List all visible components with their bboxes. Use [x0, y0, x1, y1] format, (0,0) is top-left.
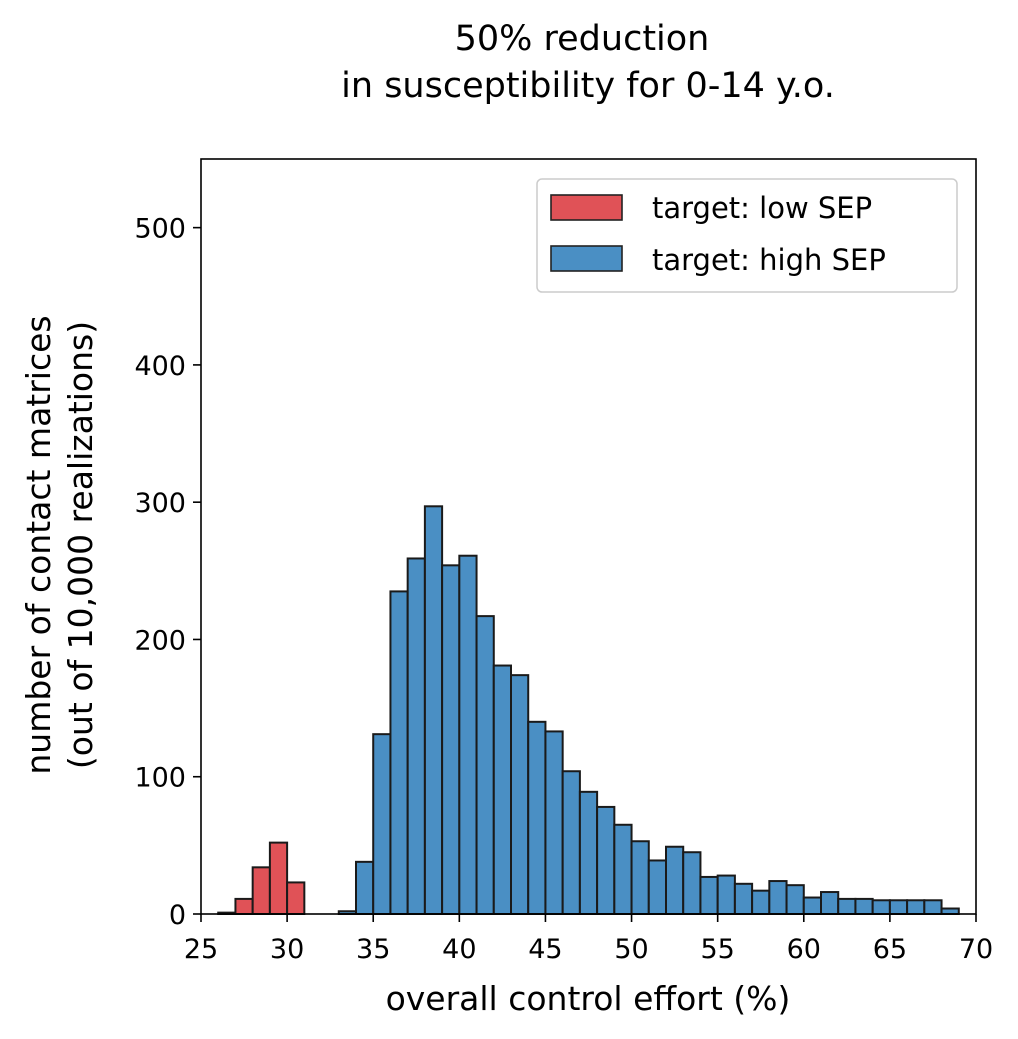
bar-target-high-sep-55.5	[716, 874, 736, 916]
legend-label-low-sep: target: low SEP	[652, 191, 872, 225]
x-tick-label-55: 55	[700, 934, 734, 965]
y-tick-label-300: 300	[134, 488, 186, 519]
x-tick-label-65: 65	[873, 934, 907, 965]
bar-target-high-sep-60.5	[802, 896, 822, 916]
bar-target-high-sep-64.5	[871, 899, 891, 915]
bar-target-high-sep-65.5	[888, 899, 909, 915]
bar-target-high-sep-61.5	[820, 891, 840, 916]
bar-target-low-sep-29.5	[268, 841, 289, 915]
y-tick-label-0: 0	[169, 900, 186, 931]
chart-title-line-2: in susceptibility for 0-14 y.o.	[341, 66, 835, 106]
x-tick-label-70: 70	[959, 934, 993, 965]
bar-target-high-sep-58.5	[768, 880, 788, 916]
bar-target-high-sep-46.5	[561, 770, 581, 916]
bar-target-high-sep-53.5	[682, 851, 702, 916]
bar-target-high-sep-47.5	[578, 790, 599, 915]
bar-target-high-sep-45.5	[544, 730, 564, 915]
bar-target-high-sep-40.5	[458, 554, 478, 916]
x-tick-label-35: 35	[356, 934, 390, 965]
y-tick-label-400: 400	[134, 351, 186, 382]
x-tick-label-30: 30	[270, 934, 304, 965]
bar-target-high-sep-67.5	[923, 899, 943, 915]
bar-target-high-sep-44.5	[527, 720, 547, 915]
bar-target-high-sep-51.5	[647, 859, 667, 915]
legend-swatch-low-sep	[550, 194, 623, 221]
bar-target-low-sep-28.5	[251, 866, 271, 915]
bar-target-high-sep-49.5	[613, 823, 633, 915]
y-tick-label-100: 100	[134, 763, 186, 794]
bar-target-high-sep-41.5	[475, 615, 495, 915]
bar-target-high-sep-37.5	[406, 557, 426, 915]
bar-target-high-sep-43.5	[510, 674, 530, 915]
bar-target-high-sep-63.5	[854, 897, 874, 916]
legend-swatch-high-sep	[550, 245, 623, 272]
bar-target-high-sep-38.5	[423, 505, 444, 915]
y-axis-label-line-2: (out of 10,000 realizations)	[61, 321, 100, 769]
bar-target-high-sep-39.5	[441, 564, 461, 915]
histogram-bars	[217, 505, 960, 916]
plot-frame	[200, 158, 977, 915]
bar-target-high-sep-68.5	[940, 907, 960, 916]
bar-target-high-sep-52.5	[665, 845, 685, 916]
x-tick-label-40: 40	[442, 934, 476, 965]
chart-title-line-1: 50% reduction	[455, 19, 710, 59]
legend-box	[536, 178, 958, 293]
bar-target-high-sep-57.5	[751, 889, 771, 915]
bar-target-high-sep-59.5	[785, 884, 805, 916]
y-axis-label-line-1: number of contact matrices	[19, 315, 58, 774]
bar-target-high-sep-62.5	[837, 897, 857, 916]
bar-target-high-sep-48.5	[596, 805, 616, 915]
y-tick-label-200: 200	[134, 625, 186, 656]
bar-target-high-sep-66.5	[906, 899, 926, 915]
y-tick-label-500: 500	[134, 214, 186, 245]
bar-target-high-sep-54.5	[699, 875, 719, 915]
axis-ticks: 25 30 35 40 45 50 55 60 65 70 0 100 200 300 400 500	[134, 214, 993, 965]
legend: target: low SEP target: high SEP	[536, 178, 958, 293]
bar-target-low-sep-30.5	[286, 881, 306, 915]
bar-target-high-sep-50.5	[630, 840, 650, 916]
bar-target-high-sep-42.5	[492, 664, 512, 916]
y-axis-label: number of contact matrices (out of 10,00…	[19, 315, 100, 774]
x-tick-label-45: 45	[528, 934, 562, 965]
x-tick-label-25: 25	[184, 934, 218, 965]
x-tick-label-60: 60	[787, 934, 821, 965]
bar-target-low-sep-27.5	[234, 897, 254, 916]
bar-target-high-sep-35.5	[372, 733, 392, 915]
x-tick-label-50: 50	[614, 934, 648, 965]
x-axis-label: overall control effort (%)	[386, 979, 791, 1018]
bar-target-high-sep-34.5	[355, 860, 375, 915]
bar-target-high-sep-36.5	[389, 590, 409, 916]
bar-target-high-sep-56.5	[733, 882, 754, 915]
legend-label-high-sep: target: high SEP	[652, 243, 886, 277]
